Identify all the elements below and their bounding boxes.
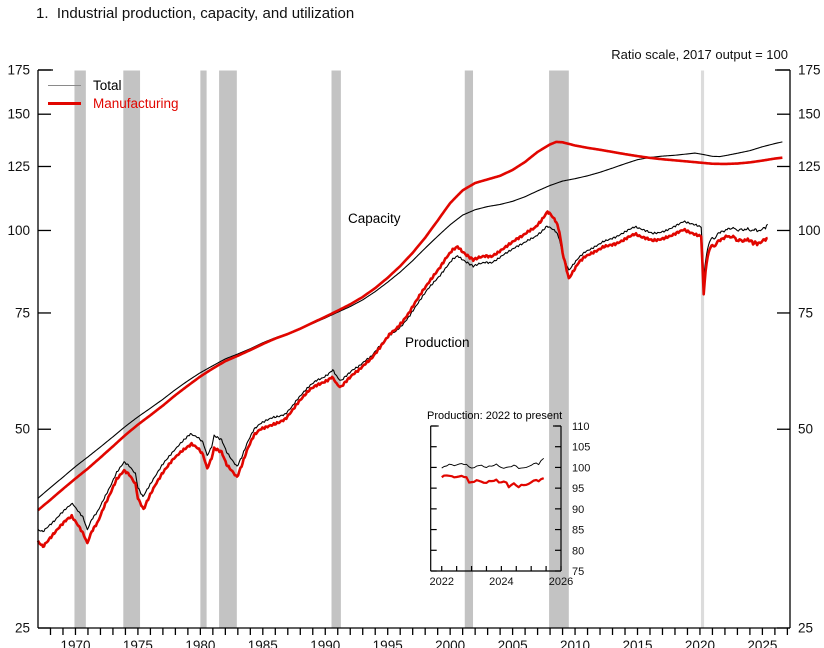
manufacturing-line-swatch xyxy=(48,101,81,105)
y-axis-label-left: 175 xyxy=(7,63,30,78)
x-axis-label: 1990 xyxy=(310,638,340,648)
y-axis-label-right: 150 xyxy=(798,107,821,122)
legend-label-manufacturing: Manufacturing xyxy=(93,95,179,111)
legend: Total Manufacturing xyxy=(48,76,179,112)
legend-item-manufacturing: Manufacturing xyxy=(48,94,179,112)
x-axis-label: 2015 xyxy=(622,638,652,648)
y-axis-label-left: 25 xyxy=(15,621,30,636)
x-axis-label: 1970 xyxy=(60,638,90,648)
inset-title: Production: 2022 to present xyxy=(427,410,563,422)
inset-y-label: 105 xyxy=(572,442,590,454)
x-axis-label: 1995 xyxy=(373,638,403,648)
inset-x-label: 2026 xyxy=(549,576,573,588)
inset-x-label: 2024 xyxy=(489,576,513,588)
y-axis-label-right: 50 xyxy=(798,422,813,437)
recession-band xyxy=(219,70,237,628)
inset-total_production-line xyxy=(441,457,545,469)
x-axis-label: 1975 xyxy=(123,638,153,648)
mfg_production-line xyxy=(36,210,768,549)
x-axis-label: 1985 xyxy=(248,638,278,648)
inset-y-label: 90 xyxy=(572,504,584,516)
inset-mfg_production-line xyxy=(441,474,545,489)
y-axis-label-left: 150 xyxy=(7,107,30,122)
legend-label-total: Total xyxy=(93,77,122,93)
y-axis-label-right: 125 xyxy=(798,159,821,174)
y-axis-label-right: 100 xyxy=(798,223,821,238)
ratio-scale-note: Ratio scale, 2017 output = 100 xyxy=(611,47,788,62)
total_production-line xyxy=(37,220,769,533)
recession-band xyxy=(331,70,341,628)
inset-y-label: 100 xyxy=(572,462,590,474)
y-axis-label-left: 100 xyxy=(7,223,30,238)
capacity-curve-label: Capacity xyxy=(348,211,401,226)
inset-y-label: 85 xyxy=(572,525,584,537)
recession-band xyxy=(200,70,207,628)
x-axis-label: 2000 xyxy=(435,638,465,648)
x-axis-label: 2005 xyxy=(498,638,528,648)
recession-band xyxy=(700,70,705,628)
inset-y-label: 80 xyxy=(572,545,584,557)
x-axis-label: 2010 xyxy=(560,638,590,648)
x-axis-label: 2025 xyxy=(747,638,777,648)
total_capacity-line xyxy=(37,141,783,499)
recession-band xyxy=(464,70,474,628)
recession-band xyxy=(123,70,141,628)
mfg_capacity-line xyxy=(37,140,783,512)
recession-band xyxy=(74,70,86,628)
inset-y-label: 110 xyxy=(572,421,590,433)
inset-y-label: 75 xyxy=(572,566,584,578)
y-axis-label-left: 50 xyxy=(15,422,30,437)
y-axis-label-left: 75 xyxy=(15,305,30,320)
total-line-swatch xyxy=(48,84,81,86)
production-curve-label: Production xyxy=(405,335,470,350)
x-axis-label: 1980 xyxy=(185,638,215,648)
y-axis-label-right: 25 xyxy=(798,621,813,636)
y-axis-label-right: 75 xyxy=(798,305,813,320)
recession-band xyxy=(549,70,569,628)
page-title: 1. Industrial production, capacity, and … xyxy=(36,5,355,22)
y-axis-label-left: 125 xyxy=(7,159,30,174)
legend-item-total: Total xyxy=(48,76,179,94)
inset-y-label: 95 xyxy=(572,483,584,495)
y-axis-label-right: 175 xyxy=(798,63,821,78)
inset-x-label: 2022 xyxy=(429,576,453,588)
x-axis-label: 2020 xyxy=(685,638,715,648)
